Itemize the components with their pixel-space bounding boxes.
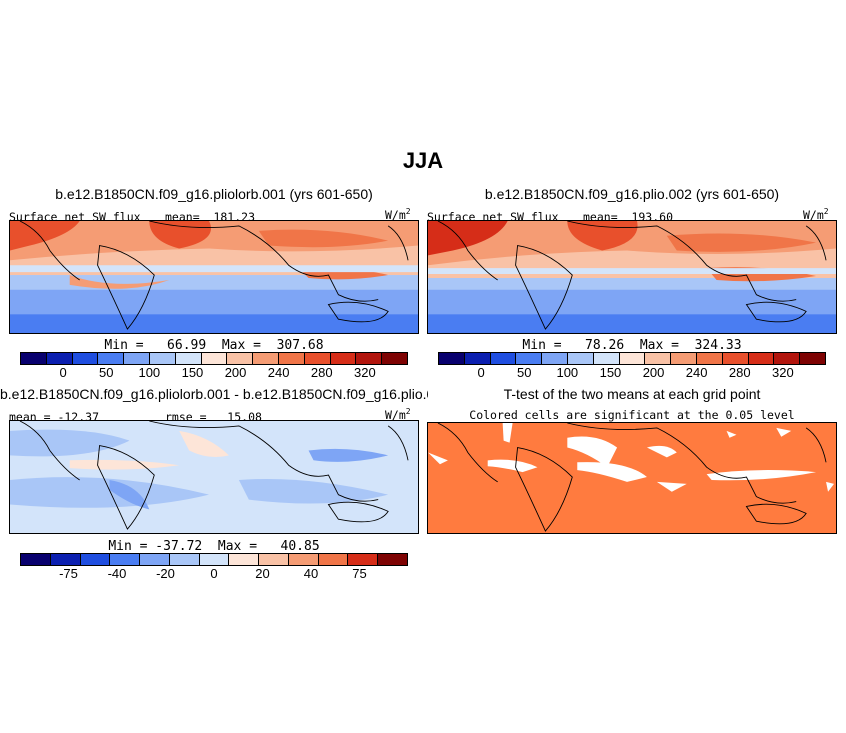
colorbar-cell — [516, 353, 543, 364]
colorbar-tick-label: 280 — [310, 365, 333, 380]
colorbar-cell — [259, 554, 289, 565]
panel3-map — [9, 420, 419, 534]
colorbar-tick-label: 240 — [685, 365, 708, 380]
colorbar-cell — [201, 353, 228, 364]
colorbar-cell — [356, 353, 383, 364]
colorbar-cell — [567, 353, 594, 364]
colorbar-tick-label: 0 — [477, 365, 485, 380]
colorbar-cell — [645, 353, 672, 364]
colorbar-cell — [378, 554, 407, 565]
colorbar-tick-label: 20 — [255, 566, 270, 581]
colorbar-tick-label: 150 — [599, 365, 622, 380]
colorbar-tick-label: 200 — [224, 365, 247, 380]
panel2-units: W/m2 — [803, 207, 829, 222]
panel2-colorbar-ticks: 0 50 100 150 200 240 280 320 — [438, 365, 826, 381]
colorbar-cell — [46, 353, 73, 364]
colorbar-tick-label: -20 — [156, 566, 175, 581]
colorbar-tick-label: 320 — [772, 365, 794, 380]
colorbar-cell — [800, 353, 825, 364]
colorbar-cell — [696, 353, 723, 364]
colorbar-cell — [593, 353, 620, 364]
colorbar-cell — [748, 353, 775, 364]
colorbar-cell — [140, 554, 170, 565]
colorbar-cell — [253, 353, 279, 364]
colorbar-tick-label: -75 — [59, 566, 78, 581]
colorbar-cell — [304, 353, 331, 364]
panel1-map — [9, 220, 419, 334]
colorbar-tick-label: 50 — [98, 365, 114, 380]
colorbar-cell — [330, 353, 357, 364]
colorbar-cell — [542, 353, 568, 364]
panel3-minmax: Min = -37.72 Max = 40.85 — [108, 539, 320, 554]
panel1-minmax: Min = 66.99 Max = 307.68 — [104, 338, 324, 353]
colorbar-cell — [382, 353, 407, 364]
colorbar-cell — [21, 353, 47, 364]
panel1-colorbar-ticks: 0 50 100 150 200 240 280 320 — [20, 365, 408, 381]
colorbar-cell — [175, 353, 202, 364]
panel1-title: b.e12.B1850CN.f09_g16.pliolorb.001 (yrs … — [55, 186, 373, 202]
colorbar-tick-label: 200 — [642, 365, 665, 380]
colorbar-cell — [722, 353, 749, 364]
colorbar-tick-label: 75 — [352, 566, 367, 581]
panel4-title: T-test of the two means at each grid poi… — [503, 386, 761, 402]
colorbar-cell — [72, 353, 99, 364]
colorbar-tick-label: 320 — [354, 365, 376, 380]
colorbar-cell — [149, 353, 176, 364]
colorbar-cell — [124, 353, 150, 364]
panel3-colorbar: -75 -40 -20 0 20 40 75 — [20, 553, 408, 582]
panel2-variable-label: Surface net SW flux — [427, 210, 559, 224]
colorbar-cell — [318, 554, 349, 565]
colorbar-cell — [199, 554, 230, 565]
colorbar-tick-label: -40 — [107, 566, 127, 581]
panel3-title: b.e12.B1850CN.f09_g16.pliolorb.001 - b.e… — [0, 386, 428, 402]
colorbar-tick-label: 100 — [556, 365, 579, 380]
panel2-map — [427, 220, 837, 334]
panel2-colorbar-cells — [438, 352, 826, 365]
colorbar-cell — [439, 353, 465, 364]
colorbar-cell — [278, 353, 305, 364]
panel4-map — [427, 422, 837, 534]
colorbar-cell — [671, 353, 697, 364]
colorbar-tick-label: 280 — [728, 365, 751, 380]
colorbar-cell — [169, 554, 200, 565]
colorbar-tick-label: 40 — [303, 566, 319, 581]
colorbar-cell — [619, 353, 646, 364]
panel1-colorbar: 0 50 100 150 200 240 280 320 — [20, 352, 408, 381]
colorbar-cell — [490, 353, 517, 364]
colorbar-tick-label: 0 — [210, 566, 218, 581]
colorbar-cell — [229, 554, 260, 565]
panel2-minmax: Min = 78.26 Max = 324.33 — [522, 338, 742, 353]
panel3-units: W/m2 — [385, 407, 411, 422]
panel4-subtitle: Colored cells are significant at the 0.0… — [469, 408, 795, 422]
panel2-colorbar: 0 50 100 150 200 240 280 320 — [438, 352, 826, 381]
colorbar-cell — [227, 353, 254, 364]
colorbar-tick-label: 0 — [59, 365, 67, 380]
panel1-units: W/m2 — [385, 207, 411, 222]
colorbar-cell — [98, 353, 125, 364]
panel3-colorbar-ticks: -75 -40 -20 0 20 40 75 — [20, 566, 408, 582]
colorbar-tick-label: 150 — [181, 365, 204, 380]
panel2-title: b.e12.B1850CN.f09_g16.plio.002 (yrs 601-… — [484, 186, 780, 202]
colorbar-cell — [110, 554, 141, 565]
colorbar-cell — [21, 554, 51, 565]
figure-title: JJA — [402, 148, 444, 173]
panel1-colorbar-cells — [20, 352, 408, 365]
colorbar-cell — [464, 353, 491, 364]
colorbar-tick-label: 50 — [516, 365, 532, 380]
colorbar-cell — [348, 554, 379, 565]
colorbar-cell — [80, 554, 111, 565]
colorbar-cell — [288, 554, 319, 565]
colorbar-tick-label: 240 — [267, 365, 290, 380]
colorbar-cell — [774, 353, 801, 364]
colorbar-tick-label: 100 — [138, 365, 161, 380]
colorbar-cell — [50, 554, 81, 565]
panel3-colorbar-cells — [20, 553, 408, 566]
